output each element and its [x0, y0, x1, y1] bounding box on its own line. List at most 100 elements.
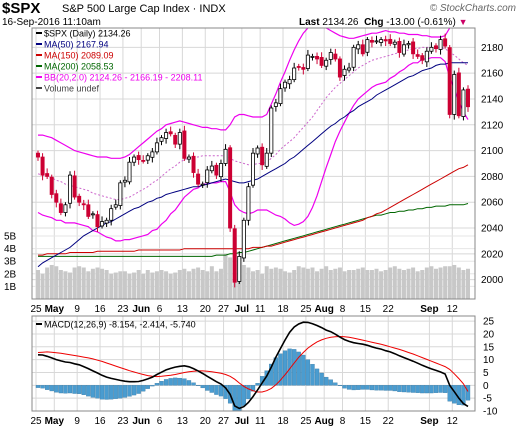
- candle-body: [269, 107, 274, 154]
- legend-ma150: MA(150) 2089.09: [44, 51, 114, 61]
- macd-histogram-bar: [397, 385, 402, 392]
- price-date-tick-label: Jun: [132, 304, 150, 315]
- bb-lower-line: [37, 57, 469, 242]
- macd-histogram-bar: [232, 385, 237, 411]
- macd-date-tick-label: 6: [157, 416, 163, 427]
- volume-bar: [218, 268, 223, 299]
- price-date-tick-label: 20: [200, 304, 212, 315]
- candle-body: [305, 54, 310, 69]
- volume-bar: [191, 268, 196, 299]
- volume-bar: [264, 266, 269, 299]
- macd-histogram-bar: [35, 385, 41, 388]
- macd-date-tick-label: 12: [447, 416, 459, 427]
- macd-histogram-bar: [388, 385, 393, 391]
- candle-body: [401, 44, 406, 55]
- macd-histogram-bar: [67, 385, 73, 394]
- candle-body: [209, 165, 214, 172]
- macd-tick-label: 0: [483, 381, 489, 392]
- macd-histogram-bar: [424, 385, 429, 394]
- macd-histogram-bar: [378, 385, 384, 391]
- candle-body: [260, 146, 265, 166]
- candle-body: [177, 132, 182, 145]
- volume-bar: [433, 268, 438, 299]
- ma150-line: [38, 164, 469, 256]
- candle-body: [273, 102, 278, 107]
- candle-body: [429, 46, 434, 52]
- volume-bar: [365, 270, 370, 299]
- macd-date-tick-label: May: [45, 416, 65, 427]
- volume-bar: [283, 271, 288, 299]
- candle-body: [228, 147, 233, 229]
- volume-tick-label: 2B: [4, 269, 17, 280]
- volume-bar: [90, 268, 95, 299]
- volume-bar: [324, 266, 329, 299]
- candle-body: [465, 88, 470, 108]
- price-date-tick-label: Aug: [314, 304, 333, 315]
- volume-bar: [415, 271, 420, 299]
- legend-volume: Volume undef: [44, 84, 100, 94]
- macd-histogram-bar: [99, 385, 105, 400]
- volume-bar: [100, 268, 105, 299]
- macd-histogram-bar: [109, 385, 114, 400]
- macd-histogram-bar: [351, 385, 356, 391]
- macd-histogram-bar: [131, 385, 137, 396]
- volume-bars: [36, 237, 470, 299]
- macd-histogram-bar: [360, 385, 365, 390]
- macd-histogram-bar: [461, 385, 466, 406]
- price-date-tick-label: 16: [94, 304, 106, 315]
- macd-histogram-bar: [319, 372, 324, 386]
- price-date-tick-label: 11: [255, 304, 266, 315]
- legend-price: $SPX (Daily) 2134.26: [44, 29, 131, 39]
- macd-histogram-bar: [420, 385, 425, 394]
- volume-bar: [360, 267, 365, 299]
- legend-ma50: MA(50) 2167.94: [44, 40, 109, 50]
- volume-bar: [40, 273, 45, 299]
- macd-histogram-bar: [86, 385, 91, 397]
- source-credit: © StockCharts.com: [429, 3, 516, 14]
- candle-body: [347, 67, 352, 71]
- price-tick-label: 2000: [481, 275, 504, 286]
- volume-bar: [241, 264, 246, 299]
- volume-bar: [260, 273, 265, 299]
- candle-body: [200, 183, 205, 186]
- macd-histogram-bar: [465, 385, 471, 401]
- last-value: 2134.26: [322, 17, 359, 28]
- candle-body: [411, 41, 416, 55]
- price-date-tick-label: 22: [383, 304, 395, 315]
- macd-series: [35, 321, 471, 411]
- price-date-tick-label: 6: [157, 304, 163, 315]
- volume-bar: [154, 271, 159, 299]
- macd-histogram-bar: [406, 385, 411, 393]
- date-axis: 2525MayMay9916162323JunJun66131320202727…: [30, 304, 458, 427]
- candle-body: [342, 68, 347, 76]
- volume-bar: [54, 266, 59, 299]
- macd-histogram-bar: [255, 383, 260, 386]
- volume-bar: [301, 267, 306, 299]
- candle-body: [292, 67, 297, 81]
- macd-date-tick-label: 20: [200, 416, 212, 427]
- volume-bar: [379, 271, 384, 299]
- macd-date-tick-label: 16: [94, 416, 106, 427]
- candle-body: [420, 55, 425, 61]
- macd-histogram-bar: [218, 385, 224, 397]
- candle-body: [58, 203, 63, 213]
- candle-body: [232, 228, 237, 283]
- candle-body: [360, 44, 365, 55]
- volume-bar: [45, 267, 50, 299]
- candle-body: [337, 58, 342, 78]
- volume-bar: [278, 268, 283, 299]
- macd-histogram-bar: [301, 354, 306, 386]
- macd-histogram-bar: [410, 385, 416, 393]
- macd-histogram-bar: [81, 385, 86, 395]
- candle-body: [310, 55, 315, 58]
- macd-date-tick-label: 8: [340, 416, 346, 427]
- price-tick-label: 2080: [481, 172, 504, 183]
- macd-tick-label: 20: [483, 329, 495, 340]
- macd-line: [37, 321, 469, 410]
- candle-body: [81, 203, 86, 206]
- price-date-tick-label: 15: [360, 304, 372, 315]
- price-date-tick-label: May: [45, 304, 65, 315]
- volume-bar: [273, 267, 278, 299]
